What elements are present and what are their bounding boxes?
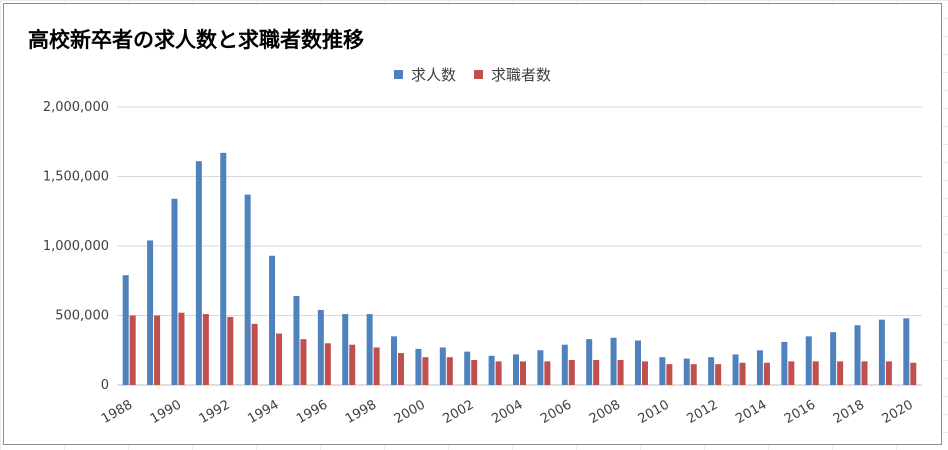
x-tick-label: 1990 — [148, 397, 184, 427]
bar-求職者数-2020[interactable] — [910, 362, 917, 385]
bar-求人数-2009[interactable] — [634, 340, 641, 385]
bar-求人数-2001[interactable] — [439, 347, 446, 385]
bar-求人数-1995[interactable] — [293, 296, 300, 385]
x-tick-label: 2004 — [489, 397, 525, 427]
bar-求職者数-2011[interactable] — [690, 364, 697, 385]
bar-求職者数-1996[interactable] — [324, 343, 331, 385]
bar-求人数-1997[interactable] — [342, 314, 349, 385]
bar-求人数-2008[interactable] — [610, 337, 617, 385]
bar-求人数-2011[interactable] — [683, 358, 690, 385]
bar-求人数-2007[interactable] — [586, 339, 593, 385]
bar-求人数-1991[interactable] — [195, 161, 202, 385]
bar-求人数-1993[interactable] — [244, 194, 251, 385]
bar-求職者数-2019[interactable] — [885, 361, 892, 385]
bar-求人数-1988[interactable] — [122, 275, 129, 385]
bar-求人数-2003[interactable] — [488, 355, 495, 385]
bar-求職者数-2001[interactable] — [446, 357, 453, 385]
bar-求職者数-1993[interactable] — [251, 323, 258, 385]
chart-title: 高校新卒者の求人数と求職者数推移 — [28, 28, 364, 52]
y-tick-label: 1,500,000 — [43, 170, 109, 185]
bar-求人数-1989[interactable] — [147, 240, 154, 385]
bar-求職者数-2010[interactable] — [666, 364, 673, 385]
bar-求人数-2020[interactable] — [903, 318, 910, 385]
bar-求職者数-2003[interactable] — [495, 361, 502, 385]
bar-求人数-2010[interactable] — [659, 357, 666, 385]
bar-求人数-2000[interactable] — [415, 348, 422, 385]
y-tick-label: 0 — [101, 378, 109, 393]
bar-求職者数-2014[interactable] — [763, 362, 770, 385]
bar-求職者数-1995[interactable] — [300, 339, 307, 385]
legend-item-求人数: 求人数 — [393, 64, 456, 85]
x-tick-label: 2018 — [831, 397, 867, 427]
bar-求人数-2014[interactable] — [756, 350, 763, 385]
x-tick-label: 2014 — [733, 397, 769, 427]
bar-求職者数-2002[interactable] — [471, 359, 478, 385]
bar-求人数-2004[interactable] — [513, 354, 519, 385]
bar-求人数-1994[interactable] — [269, 255, 276, 385]
x-tick-label: 1996 — [294, 397, 330, 427]
bar-求人数-2002[interactable] — [464, 351, 471, 385]
x-tick-label: 1994 — [245, 397, 281, 427]
bar-求職者数-1994[interactable] — [276, 333, 283, 385]
x-tick-label: 2008 — [587, 397, 623, 427]
bar-求人数-2016[interactable] — [805, 336, 812, 385]
bar-求職者数-1992[interactable] — [227, 316, 234, 385]
legend-item-求職者数: 求職者数 — [474, 64, 551, 85]
y-tick-label: 500,000 — [55, 309, 109, 324]
legend-label-求人数: 求人数 — [410, 66, 456, 84]
bar-求職者数-2013[interactable] — [739, 362, 746, 385]
bar-求職者数-1999[interactable] — [398, 353, 405, 385]
x-tick-label: 1998 — [343, 397, 379, 427]
x-tick-label: 2020 — [880, 397, 916, 427]
bar-求職者数-2007[interactable] — [593, 359, 600, 385]
x-tick-label: 2010 — [636, 397, 672, 427]
plot-area: 0 500,000 1,000,000 1,500,000 2,000,000 1988 1… — [43, 100, 922, 427]
bar-求職者数-2008[interactable] — [617, 359, 624, 385]
bar-求職者数-2017[interactable] — [837, 361, 844, 385]
bar-求職者数-1991[interactable] — [202, 314, 209, 385]
y-tick-label: 2,000,000 — [43, 100, 109, 115]
bar-求職者数-1988[interactable] — [129, 315, 136, 386]
x-tick-label: 2012 — [684, 397, 720, 427]
legend: 求人数 求職者数 — [4, 64, 941, 85]
bar-求職者数-2005[interactable] — [544, 361, 551, 385]
bar-求職者数-1989[interactable] — [154, 315, 161, 386]
bar-求人数-2013[interactable] — [732, 354, 739, 385]
x-tick-label: 2000 — [392, 397, 428, 427]
bar-求職者数-1998[interactable] — [373, 347, 380, 385]
bar-求人数-2019[interactable] — [878, 319, 885, 385]
bar-求人数-2012[interactable] — [708, 357, 715, 385]
x-tick-label: 2002 — [441, 397, 477, 427]
y-tick-label: 1,000,000 — [43, 239, 109, 254]
bar-求人数-2017[interactable] — [830, 332, 837, 385]
bar-求人数-2005[interactable] — [537, 350, 544, 385]
bar-求人数-1998[interactable] — [366, 314, 373, 385]
bar-求人数-1996[interactable] — [317, 309, 324, 385]
x-tick-label: 2016 — [782, 397, 818, 427]
bar-求人数-1990[interactable] — [171, 198, 178, 385]
bar-求職者数-2018[interactable] — [861, 361, 868, 385]
x-tick-label: 2006 — [538, 397, 574, 427]
bar-求人数-2015[interactable] — [781, 341, 788, 385]
bar-求人数-1999[interactable] — [391, 336, 398, 385]
legend-swatch-求人数 — [393, 70, 403, 79]
legend-label-求職者数: 求職者数 — [491, 66, 552, 84]
legend-swatch-求職者数 — [474, 70, 483, 79]
bar-求職者数-1990[interactable] — [178, 312, 185, 385]
bar-求職者数-2006[interactable] — [568, 359, 575, 385]
chart-area[interactable]: 高校新卒者の求人数と求職者数推移 求人数 求職者数 0 500,000 1,000,… — [3, 3, 942, 445]
bar-求職者数-2000[interactable] — [422, 357, 429, 385]
bar-求職者数-2009[interactable] — [641, 361, 648, 385]
bar-求職者数-2015[interactable] — [788, 361, 795, 385]
bar-求職者数-1997[interactable] — [349, 344, 356, 385]
bar-求人数-1992[interactable] — [220, 152, 227, 385]
bar-求職者数-2004[interactable] — [520, 361, 526, 385]
x-tick-label: 1988 — [99, 397, 135, 427]
bar-求職者数-2012[interactable] — [715, 364, 722, 385]
bar-求職者数-2016[interactable] — [812, 361, 819, 385]
x-tick-label: 1992 — [197, 397, 233, 427]
bar-求人数-2018[interactable] — [854, 325, 861, 385]
bar-求人数-2006[interactable] — [561, 344, 568, 385]
